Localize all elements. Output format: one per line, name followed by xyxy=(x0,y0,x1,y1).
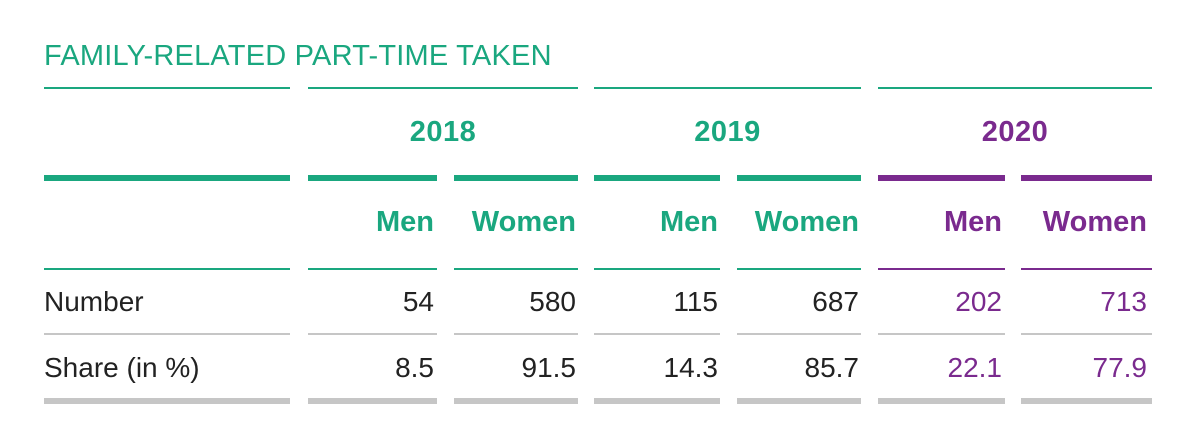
year-2018: 2018 xyxy=(409,116,477,148)
bottom-rule-2019-women xyxy=(737,398,861,404)
sub-rule-2019-men xyxy=(594,268,720,270)
row-rule-2019-men xyxy=(594,333,720,335)
cell-share-2018-men: 8.5 xyxy=(395,352,434,383)
cell-share-2019-men: 14.3 xyxy=(663,352,719,383)
cell-number-2019-women: 687 xyxy=(812,286,859,317)
row-rule-2020-women xyxy=(1021,333,1152,335)
top-rule-2020 xyxy=(878,87,1152,89)
subheader-2018-women: Women xyxy=(471,206,576,238)
thick-rule-2018-men xyxy=(308,175,437,181)
thick-rule-2019-men xyxy=(594,175,720,181)
sub-rule-2020-men xyxy=(878,268,1005,270)
cell-share-2018-women: 91.5 xyxy=(521,352,577,383)
row-rule-2018-women xyxy=(454,333,578,335)
thick-rule-2020-women xyxy=(1021,175,1152,181)
cell-number-2018-women: 580 xyxy=(529,286,576,317)
cell-number-2018-men: 54 xyxy=(402,286,434,317)
cell-share-2019-women: 85.7 xyxy=(804,352,860,383)
row-rule-2018-men xyxy=(308,333,437,335)
thick-rule-label xyxy=(44,175,290,181)
cell-share-2020-men: 22.1 xyxy=(947,352,1003,383)
row-label-share: Share (in %) xyxy=(44,352,200,383)
row-rule-2019-women xyxy=(737,333,861,335)
sub-rule-2019-women xyxy=(737,268,861,270)
subheader-2019-men: Men xyxy=(660,206,718,238)
row-label-number: Number xyxy=(44,286,144,317)
sub-rule-label xyxy=(44,268,290,270)
cell-number-2020-men: 202 xyxy=(955,286,1002,317)
bottom-rule-2020-women xyxy=(1021,398,1152,404)
bottom-rule-label xyxy=(44,398,290,404)
subheader-2020-women: Women xyxy=(1042,206,1147,238)
top-rule-label xyxy=(44,87,290,89)
cell-number-2020-women: 713 xyxy=(1100,286,1147,317)
thick-rule-2019-women xyxy=(737,175,861,181)
top-rule-2019 xyxy=(594,87,861,89)
sub-rule-2018-men xyxy=(308,268,437,270)
bottom-rule-2018-women xyxy=(454,398,578,404)
bottom-rule-2019-men xyxy=(594,398,720,404)
table-title: FAMILY-RELATED PART-TIME TAKEN xyxy=(44,40,552,72)
thick-rule-2020-men xyxy=(878,175,1005,181)
subheader-2019-women: Women xyxy=(754,206,859,238)
sub-rule-2018-women xyxy=(454,268,578,270)
top-rule-2018 xyxy=(308,87,578,89)
cell-share-2020-women: 77.9 xyxy=(1092,352,1148,383)
sub-rule-2020-women xyxy=(1021,268,1152,270)
subheader-2018-men: Men xyxy=(376,206,434,238)
row-rule-2020-men xyxy=(878,333,1005,335)
bottom-rule-2018-men xyxy=(308,398,437,404)
thick-rule-2018-women xyxy=(454,175,578,181)
cell-number-2019-men: 115 xyxy=(673,286,718,317)
bottom-rule-2020-men xyxy=(878,398,1005,404)
year-2019: 2019 xyxy=(694,116,761,148)
year-2020: 2020 xyxy=(981,116,1049,148)
subheader-2020-men: Men xyxy=(944,206,1002,238)
row-rule-label xyxy=(44,333,290,335)
